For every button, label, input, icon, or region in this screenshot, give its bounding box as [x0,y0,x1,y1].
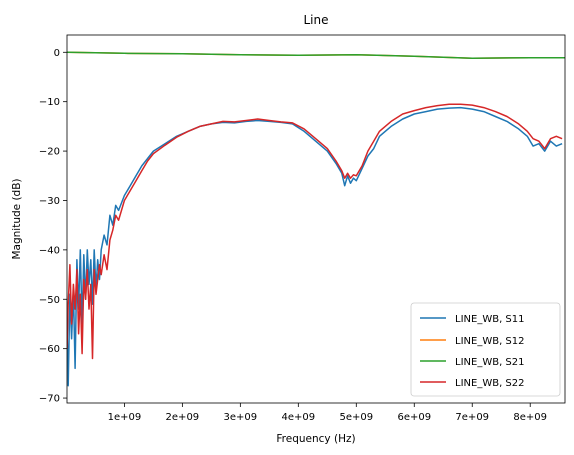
y-tick-label: −50 [39,295,60,306]
y-tick-label: −40 [39,245,60,256]
y-tick-label: −60 [39,344,60,355]
plot-area [67,51,565,387]
y-tick-label: −30 [39,196,60,207]
x-tick-label: 8e+09 [513,412,547,423]
x-axis-label: Frequency (Hz) [276,433,355,445]
x-tick-label: 7e+09 [455,412,489,423]
x-tick-label: 6e+09 [397,412,431,423]
y-tick-label: −20 [39,147,60,158]
series-line-line-wb-s11 [67,106,563,387]
y-tick-label: −10 [39,97,60,108]
chart-title: Line [303,13,328,27]
x-tick-label: 1e+09 [108,412,142,423]
y-axis: 0 −10 −20 −30 −40 −50 −60 −70 [39,48,67,405]
x-axis: 1e+09 2e+09 3e+09 4e+09 5e+09 6e+09 7e+09 8e+09 [108,403,547,423]
x-tick-label: 5e+09 [339,412,373,423]
plot-frame [66,34,566,404]
series-line-line-wb-s22 [67,103,563,360]
x-tick-label: 2e+09 [166,412,200,423]
series-line-line-wb-s21 [67,51,565,59]
x-tick-label: 4e+09 [282,412,316,423]
legend: LINE_WB, S11 LINE_WB, S12 LINE_WB, S21 L… [410,302,561,397]
legend-label-s22: LINE_WB, S22 [455,378,525,389]
y-axis-label: Magnitude (dB) [11,178,23,259]
legend-label-s12: LINE_WB, S12 [455,336,525,347]
y-tick-label: 0 [54,48,60,59]
legend-label-s21: LINE_WB, S21 [455,357,525,368]
y-tick-label: −70 [39,394,60,405]
x-tick-label: 3e+09 [224,412,258,423]
legend-box [410,302,561,397]
legend-label-s11: LINE_WB, S11 [455,314,525,325]
